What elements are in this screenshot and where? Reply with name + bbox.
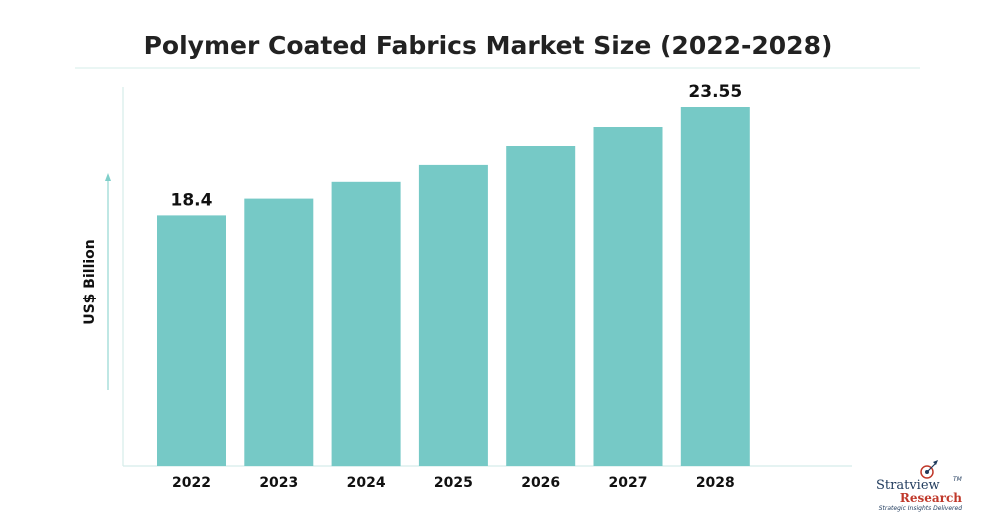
bar-2027 <box>593 127 663 466</box>
logo-tm: TM <box>953 476 963 483</box>
data-label-2022: 18.4 <box>171 190 213 210</box>
data-labels: 18.4 23.55 <box>171 82 743 210</box>
bar-2026 <box>506 146 576 466</box>
x-tick-label-2027: 2027 <box>609 475 648 491</box>
logo-name: Stratview <box>876 478 940 493</box>
data-label-2028: 23.55 <box>688 82 742 102</box>
logo-tagline: Strategic Insights Delivered <box>879 505 962 512</box>
bar-2028 <box>680 107 750 466</box>
bar-2022 <box>157 215 226 466</box>
target-icon <box>920 460 938 479</box>
x-tick-label-2022: 2022 <box>172 475 211 491</box>
bar-2023 <box>244 198 314 466</box>
bars-group <box>157 107 750 467</box>
bar-2025 <box>418 164 488 466</box>
x-tick-label-2025: 2025 <box>434 475 473 491</box>
logo-sub: Research <box>900 491 962 505</box>
x-tick-labels: 2022 2023 2024 2025 2026 2027 2028 <box>172 475 735 491</box>
x-tick-label-2028: 2028 <box>696 475 735 491</box>
bar-2024 <box>331 181 401 467</box>
stratview-logo: Stratview TM Research Strategic Insights… <box>876 460 963 512</box>
x-tick-label-2026: 2026 <box>521 475 560 491</box>
x-tick-label-2024: 2024 <box>347 475 386 491</box>
y-arrow-icon <box>105 173 111 181</box>
chart-title: Polymer Coated Fabrics Market Size (2022… <box>144 31 833 60</box>
x-tick-label-2023: 2023 <box>259 475 298 491</box>
y-axis-label: US$ Billion <box>82 239 98 325</box>
